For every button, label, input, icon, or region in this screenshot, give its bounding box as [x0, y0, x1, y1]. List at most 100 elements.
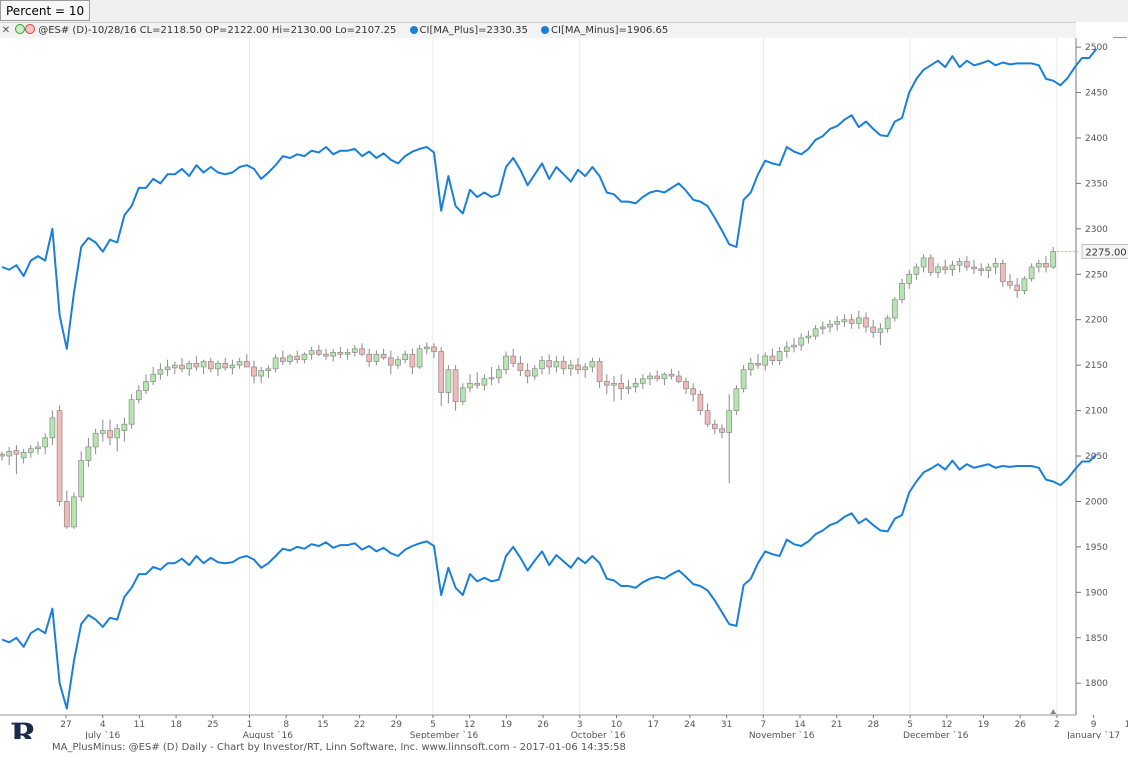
- price-candle: [294, 350, 301, 364]
- candle-body: [949, 264, 956, 271]
- candle-body: [301, 353, 308, 361]
- price-candle: [719, 424, 725, 438]
- price-candle: [467, 374, 473, 393]
- candle-body: [762, 355, 769, 366]
- price-candle: [913, 263, 920, 280]
- candle-body: [611, 382, 617, 386]
- plot-area: [0, 38, 1076, 715]
- price-candle: [560, 356, 567, 375]
- candle-body: [164, 366, 171, 371]
- price-candle: [366, 348, 373, 367]
- price-candle: [531, 365, 538, 380]
- candle-body: [539, 360, 545, 370]
- parameter-field[interactable]: Percent = 10: [0, 0, 91, 21]
- candle-body: [373, 353, 380, 362]
- price-candle: [704, 403, 711, 427]
- candle-body: [467, 382, 473, 389]
- x-month-label: September `16: [410, 730, 479, 739]
- candle-body: [575, 364, 581, 371]
- candle-body: [812, 328, 819, 337]
- x-tick-label: 14: [794, 720, 806, 730]
- candle-body: [71, 496, 77, 528]
- candle-body: [330, 352, 337, 357]
- price-candle: [258, 366, 265, 384]
- candle-body: [596, 361, 603, 382]
- price-candle: [992, 257, 999, 275]
- candle-body: [726, 410, 733, 433]
- price-candle: [762, 352, 769, 371]
- price-candle: [344, 348, 351, 360]
- candle-body: [207, 361, 214, 370]
- price-candle: [855, 310, 862, 329]
- price-candle: [611, 376, 617, 402]
- price-chart[interactable]: 1800185019001950200020502100215022002250…: [0, 38, 1128, 739]
- candle-body: [308, 350, 315, 355]
- candle-body: [495, 369, 502, 379]
- x-tick-label: 9: [1091, 720, 1097, 730]
- x-tick-label: 27: [60, 720, 71, 730]
- price-candle: [380, 348, 387, 360]
- price-candle: [899, 278, 905, 304]
- candle-body: [935, 266, 941, 273]
- price-candle: [1043, 256, 1049, 273]
- price-candle: [200, 359, 207, 375]
- price-candle: [445, 365, 452, 404]
- candle-body: [114, 428, 121, 439]
- price-candle: [906, 269, 913, 289]
- candle-body: [855, 317, 862, 324]
- candle-body: [560, 361, 567, 370]
- candle-body: [1050, 251, 1057, 268]
- price-candle: [1014, 277, 1021, 298]
- price-candle: [20, 448, 27, 464]
- price-candle: [819, 321, 826, 335]
- candle-body: [402, 353, 409, 361]
- candle-body: [49, 417, 56, 439]
- candle-body: [733, 388, 740, 411]
- x-tick-label: 1: [247, 720, 253, 730]
- price-candle: [632, 377, 639, 393]
- legend-ma-plus[interactable]: CI[MA_Plus]=2330.35: [419, 25, 528, 36]
- price-candle: [589, 357, 596, 373]
- candle-body: [553, 361, 560, 368]
- y-tick-label: 2400: [1085, 134, 1108, 144]
- price-candle: [99, 419, 106, 442]
- candle-body: [272, 357, 279, 370]
- candle-body: [315, 350, 322, 355]
- price-candle: [215, 360, 221, 377]
- price-candle: [553, 356, 560, 373]
- price-candle: [207, 357, 214, 373]
- candle-body: [1021, 278, 1028, 291]
- symbol-color-icon: [15, 24, 26, 34]
- candle-body: [99, 430, 106, 434]
- candle-body: [1014, 284, 1021, 291]
- candle-body: [776, 351, 783, 361]
- price-candle: [575, 357, 581, 375]
- price-candle: [863, 312, 869, 333]
- candle-body: [625, 386, 632, 390]
- last-price-label: 2275.00: [1085, 248, 1126, 259]
- x-tick-label: 22: [354, 720, 365, 730]
- price-candle: [510, 348, 517, 367]
- legend-symbol-info[interactable]: @ES# (D)-10/28/16 CL=2118.50 OP=2122.00 …: [38, 25, 397, 36]
- price-candle: [1007, 274, 1013, 289]
- candle-body: [287, 355, 293, 362]
- candle-body: [229, 364, 236, 369]
- price-candle: [431, 343, 437, 358]
- x-tick-label: 17: [647, 720, 658, 730]
- candle-body: [215, 362, 221, 370]
- price-candle: [395, 356, 401, 369]
- candle-body: [747, 362, 754, 371]
- candle-body: [740, 369, 747, 390]
- price-candle: [236, 357, 243, 369]
- price-candle: [330, 348, 337, 362]
- legend-ma-minus[interactable]: CI[MA_Minus]=1906.65: [551, 25, 669, 36]
- price-candle: [848, 314, 855, 329]
- price-candle: [251, 360, 257, 384]
- close-x-icon[interactable]: ✕: [1, 25, 11, 36]
- candle-body: [481, 378, 488, 386]
- candle-body: [978, 268, 985, 271]
- price-candle: [870, 319, 877, 338]
- candle-body: [906, 273, 913, 284]
- price-candle: [791, 337, 797, 353]
- candle-body: [963, 261, 970, 268]
